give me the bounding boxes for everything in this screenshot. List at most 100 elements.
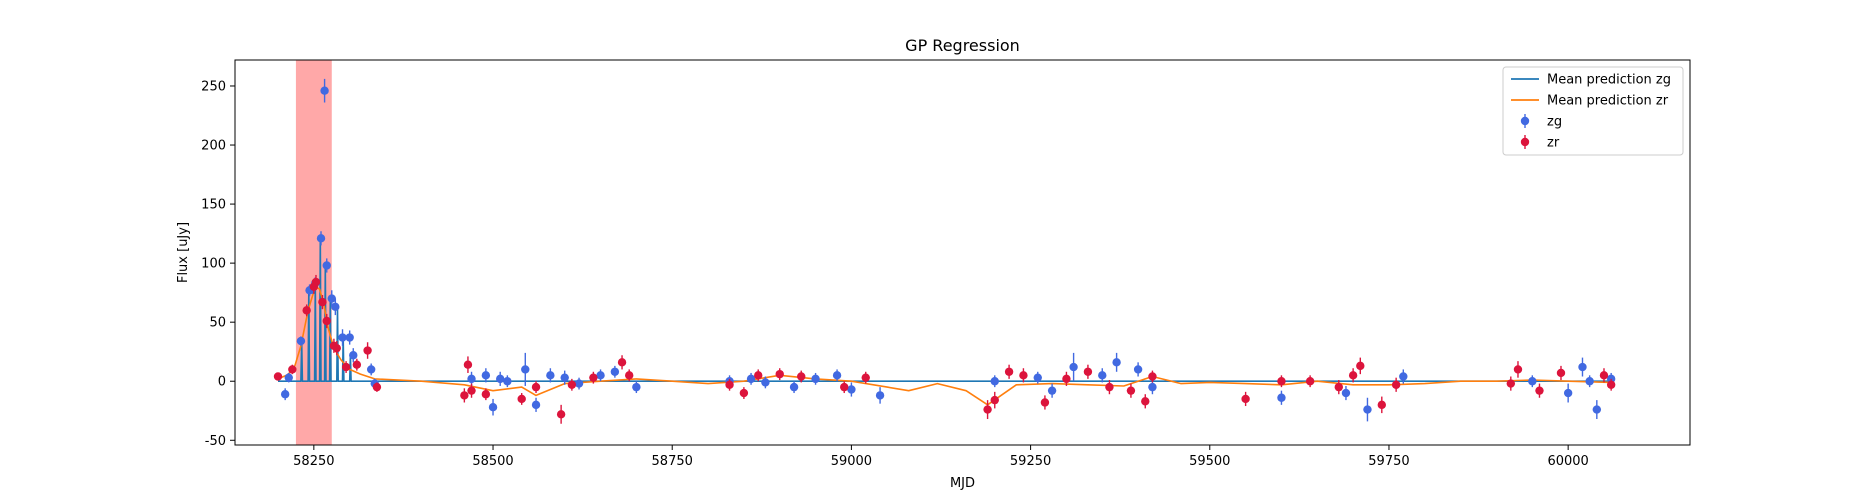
data-point-zg-8 [322,258,331,273]
data-point-zr-12 [372,382,382,392]
data-point-zg-32 [789,381,799,394]
marker [546,371,555,380]
marker [531,382,541,392]
data-point-zr-30 [861,371,870,384]
marker [1112,358,1121,367]
marker [322,261,331,270]
data-point-zg-23 [546,368,555,383]
marker [503,377,512,386]
marker [1040,398,1050,407]
data-point-zr-16 [481,388,491,401]
y-axis-title: Flux [uJy] [176,222,191,283]
data-point-zg-1 [284,372,293,383]
marker [811,374,820,384]
marker [467,374,476,384]
marker [1305,377,1315,386]
marker [1348,371,1358,380]
marker [596,371,605,380]
marker [311,277,321,287]
marker [273,372,283,381]
marker [797,372,806,381]
marker [1148,372,1157,381]
data-point-zr-45 [1334,380,1343,395]
marker [1098,371,1107,380]
marker [574,379,584,388]
data-point-zg-27 [610,365,620,378]
data-point-zg-21 [521,352,530,386]
data-point-zg-34 [832,369,842,382]
highlight-band [295,60,332,445]
y-tick-label-150: 150 [201,198,226,213]
marker [1019,371,1028,380]
data-point-zg-35 [847,382,856,397]
highlight-band-layer [295,60,332,445]
data-point-zg-41 [1098,368,1107,383]
data-point-zr-48 [1377,396,1386,414]
data-point-zr-49 [1391,377,1401,392]
marker [288,365,297,374]
marker [1563,388,1573,398]
data-point-zg-45 [1277,390,1286,405]
marker [1334,382,1343,392]
data-point-zg-7 [320,78,329,103]
marker [460,391,469,400]
data-point-zg-2 [296,336,306,346]
marker [1062,374,1071,384]
data-point-zg-46 [1341,385,1351,401]
marker [322,316,331,326]
data-point-zr-42 [1241,391,1250,407]
data-point-zr-40 [1141,394,1150,409]
data-point-zr-26 [754,369,763,382]
marker [372,382,382,392]
data-point-zr-13 [460,388,469,403]
data-point-zr-31 [983,400,992,420]
legend-label-3: zr [1547,136,1560,151]
y-tick-label-100: 100 [201,257,226,272]
data-point-zr-51 [1513,361,1523,378]
data-point-zr-54 [1599,368,1609,383]
marker [345,333,354,342]
marker [316,234,326,243]
marker [875,391,885,400]
plot-area-frame [234,59,1691,446]
data-point-zg-12 [345,330,354,345]
marker [531,400,541,410]
marker [1126,386,1136,395]
marker [366,365,376,374]
legend-swatch-2 [1520,116,1530,126]
chart-title: GP Regression [905,36,1020,55]
marker [341,362,351,372]
marker [1399,372,1408,381]
legend-label-2: zg [1547,115,1562,130]
data-point-zr-28 [797,370,806,383]
marker [338,333,347,342]
data-point-zr-11 [363,342,372,359]
data-point-zr-23 [625,369,634,382]
x-tick-label-58750: 58750 [652,454,693,469]
marker [761,378,770,387]
data-point-zg-38 [1033,371,1042,384]
data-point-zg-22 [531,397,541,412]
marker [632,382,641,392]
data-point-zr-52 [1535,383,1544,398]
data-point-zg-26 [596,369,605,382]
marker [556,410,566,419]
marker [847,385,856,394]
data-point-zr-25 [739,387,749,399]
x-tick-label-58250: 58250 [293,454,334,469]
data-point-zg-51 [1578,357,1587,377]
marker [481,371,491,380]
marker [349,351,358,360]
marker [495,374,505,384]
data-point-zr-17 [517,393,526,405]
data-point-zg-18 [488,398,498,416]
marker [1277,377,1286,386]
data-point-zr-47 [1356,357,1365,375]
data-point-zg-43 [1133,362,1143,377]
legend-box [1502,66,1684,156]
marker [517,394,526,404]
data-point-zr-35 [1040,395,1050,410]
marker [990,395,999,405]
data-point-zr-1 [288,364,297,375]
